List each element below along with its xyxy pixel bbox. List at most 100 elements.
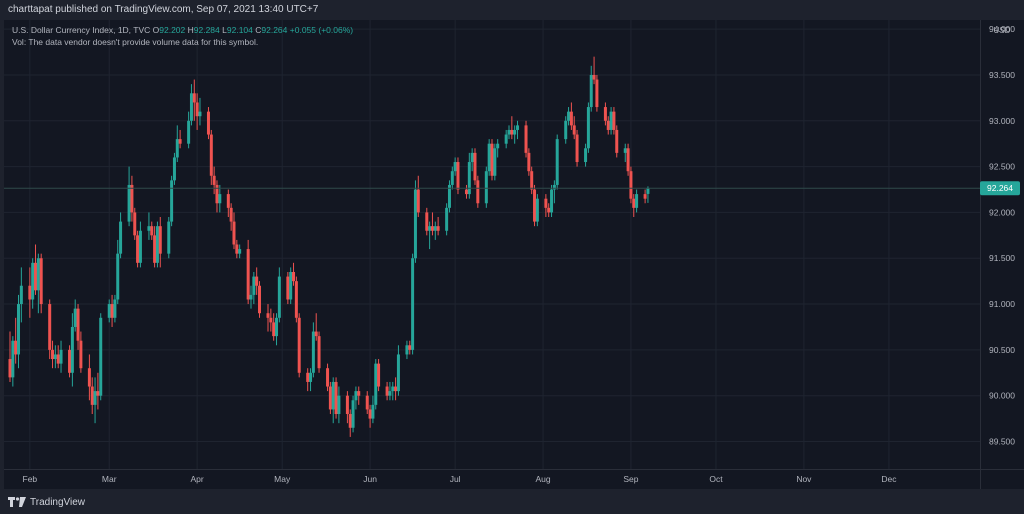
candle-body	[547, 207, 551, 213]
candle	[337, 386, 341, 424]
tradingview-logo[interactable]: TradingView	[8, 496, 85, 508]
candle	[107, 299, 111, 323]
candle	[365, 391, 369, 415]
last-price-label: 92.264	[987, 183, 1013, 193]
candle	[408, 340, 412, 355]
candle-body	[17, 304, 21, 355]
candle-body	[175, 139, 179, 158]
candle	[569, 102, 573, 130]
candle-body	[507, 129, 511, 135]
candle	[430, 212, 434, 236]
candle	[147, 212, 151, 240]
candle	[535, 194, 539, 227]
candle	[595, 74, 599, 112]
candle-body	[337, 395, 341, 415]
candle	[388, 381, 392, 401]
candle-body	[311, 331, 315, 373]
candle	[615, 125, 619, 158]
candle-body	[269, 317, 273, 323]
candle-body	[258, 285, 262, 314]
candle-body	[11, 340, 15, 378]
candle	[504, 129, 508, 149]
candle	[530, 166, 534, 195]
symbol-legend: U.S. Dollar Currency Index, 1D, TVC O92.…	[12, 24, 353, 48]
candle	[317, 331, 321, 373]
candle-body	[569, 111, 573, 126]
candle-body	[289, 271, 293, 300]
candle	[215, 180, 219, 213]
candle	[623, 143, 627, 163]
candle	[544, 194, 548, 218]
candle-body	[623, 148, 627, 153]
x-tick-label: Mar	[102, 474, 117, 484]
candle-body	[425, 212, 429, 231]
candle-body	[331, 381, 335, 410]
candle	[286, 271, 290, 305]
candle	[258, 281, 262, 318]
candle-body	[430, 226, 434, 231]
candle-body	[612, 111, 616, 130]
candle	[212, 166, 216, 195]
candle-body	[14, 340, 18, 355]
candle-body	[586, 107, 590, 149]
candle-body	[609, 111, 613, 130]
candle-body	[51, 349, 55, 360]
candle-body	[530, 171, 534, 190]
open-label: O	[152, 25, 160, 35]
candle-body	[575, 134, 579, 163]
candle-body	[351, 400, 355, 428]
open-value: 92.202	[159, 25, 186, 35]
candle-body	[153, 235, 157, 263]
candle	[8, 331, 12, 382]
candle-body	[391, 386, 395, 392]
last-price-tag	[980, 181, 1020, 196]
price-scale[interactable]	[980, 20, 1024, 469]
candle-body	[374, 363, 378, 405]
x-tick-label: May	[274, 474, 291, 484]
candle-body	[615, 129, 619, 153]
x-tick-label: Feb	[23, 474, 38, 484]
candle-body	[59, 349, 63, 364]
candle	[552, 180, 556, 204]
candle	[445, 203, 449, 236]
candle-body	[178, 139, 182, 144]
candle-body	[172, 157, 176, 181]
candle-body	[632, 198, 636, 208]
low-label: L	[222, 25, 227, 35]
candle	[198, 97, 202, 126]
candle-body	[377, 363, 381, 387]
candle	[626, 143, 630, 176]
candle-body	[357, 391, 361, 396]
candle	[269, 308, 273, 332]
candle	[405, 340, 409, 360]
candle-body	[232, 221, 236, 245]
candle	[413, 180, 417, 263]
candle	[425, 207, 429, 236]
tradingview-logo-icon	[8, 497, 26, 507]
candle-body	[552, 184, 556, 190]
candle	[354, 386, 358, 410]
candle-body	[544, 198, 548, 208]
candle	[464, 184, 468, 199]
candle-body	[266, 313, 270, 318]
candle-body	[235, 244, 239, 254]
candle-body	[229, 207, 233, 222]
chart-pane[interactable]	[4, 20, 980, 469]
candle	[487, 139, 491, 176]
candle-body	[467, 162, 471, 195]
candle-body	[195, 102, 199, 117]
candle-body	[533, 189, 537, 222]
candle-body	[36, 258, 40, 291]
candle-body	[567, 111, 571, 121]
candle	[292, 262, 296, 286]
candle	[351, 395, 355, 433]
candle-body	[96, 391, 100, 396]
time-scale[interactable]	[4, 469, 980, 489]
candle	[192, 79, 196, 121]
candle-body	[107, 304, 111, 318]
candle	[110, 294, 114, 327]
candle	[348, 409, 352, 437]
candle-body	[272, 322, 276, 337]
candle-body	[572, 125, 576, 135]
candle	[19, 267, 23, 323]
